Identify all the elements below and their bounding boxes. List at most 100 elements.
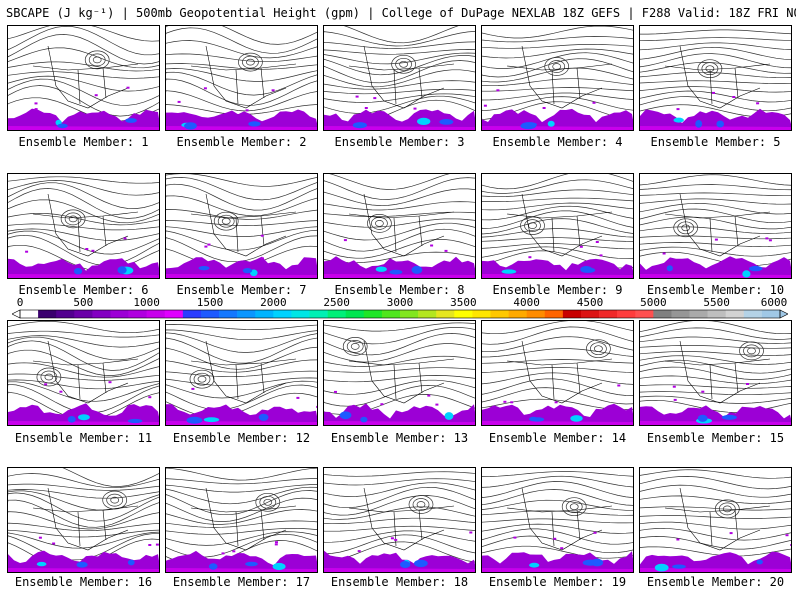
political-boundaries	[348, 45, 455, 109]
ensemble-map-panel	[481, 467, 634, 573]
colorbar-tick-label: 6000	[760, 296, 788, 309]
colorbar-swatch	[92, 310, 111, 318]
colorbar-swatch	[436, 310, 455, 318]
colorbar-swatch	[454, 310, 473, 318]
colorbar-swatch	[200, 310, 220, 318]
map-plot	[324, 26, 475, 130]
chart-title: SBCAPE (J kg⁻¹) | 500mb Geopotential Hei…	[6, 6, 796, 20]
colorbar-outline	[19, 309, 781, 319]
colorbar-swatch	[20, 310, 39, 318]
ensemble-member-label: Ensemble Member: 18	[330, 575, 469, 589]
map-plot	[166, 324, 317, 425]
height-contours	[482, 321, 633, 410]
colorbar-swatch	[725, 310, 745, 318]
colorbar-tick-label: 3500	[450, 296, 477, 309]
colorbar-swatch	[400, 310, 419, 318]
sbcape-shading	[640, 383, 791, 425]
political-boundaries	[348, 193, 455, 257]
ensemble-member-label: Ensemble Member: 8	[334, 283, 465, 297]
colorbar-swatch	[671, 310, 690, 318]
colorbar-tick-label: 4000	[513, 296, 540, 309]
height-contours	[324, 322, 475, 415]
political-boundaries	[664, 487, 771, 551]
sbcape-shading	[640, 237, 791, 278]
colorbar-tick-label: 2000	[260, 296, 287, 309]
map-plot	[324, 471, 475, 572]
height-contours	[166, 468, 317, 566]
ensemble-map-panel	[165, 173, 318, 279]
height-contours	[324, 174, 475, 264]
map-plot	[482, 26, 633, 130]
political-boundaries	[506, 45, 613, 109]
map-plot	[8, 321, 159, 425]
map-plot	[640, 174, 791, 278]
ensemble-map-panel	[7, 25, 160, 131]
colorbar-swatch	[255, 310, 274, 318]
ensemble-member-label: Ensemble Member: 5	[650, 135, 781, 149]
colorbar-swatch	[562, 310, 582, 318]
sbcape-shading	[482, 89, 633, 130]
political-boundaries	[664, 193, 771, 257]
colorbar-tick-label: 2500	[323, 296, 350, 309]
ensemble-member-label: Ensemble Member: 3	[334, 135, 465, 149]
map-plot	[166, 468, 317, 572]
sbcape-shading	[482, 241, 633, 278]
ensemble-member-label: Ensemble Member: 19	[488, 575, 627, 589]
ensemble-map-panel	[481, 25, 634, 131]
political-boundaries	[348, 340, 455, 404]
ensemble-map-panel	[165, 320, 318, 426]
sbcape-shading	[640, 91, 791, 130]
colorbar-swatch	[182, 310, 202, 318]
ensemble-member-label: Ensemble Member: 9	[492, 283, 623, 297]
map-plot	[8, 176, 159, 278]
height-contours	[8, 321, 159, 421]
map-plot	[640, 321, 791, 425]
ensemble-member-label: Ensemble Member: 4	[492, 135, 623, 149]
height-contours	[166, 26, 317, 115]
sbcape-shading	[324, 531, 475, 572]
ensemble-map-panel	[639, 467, 792, 573]
sbcape-shading	[166, 87, 317, 130]
sbcape-colorbar: 0 500 1000 1500 2000 2500 3000 3500 4000 4500 5000…	[12, 297, 788, 319]
height-contours	[640, 29, 791, 118]
political-boundaries	[506, 487, 613, 551]
colorbar-swatch	[273, 310, 292, 318]
ensemble-map-panel	[7, 467, 160, 573]
ensemble-map-panel	[639, 320, 792, 426]
ensemble-member-label: Ensemble Member: 10	[646, 283, 785, 297]
colorbar-swatch	[38, 310, 57, 318]
map-plot	[166, 174, 317, 278]
ensemble-member-label: Ensemble Member: 12	[172, 431, 311, 445]
ensemble-member-label: Ensemble Member: 14	[488, 431, 627, 445]
colorbar-swatch	[345, 310, 365, 318]
sbcape-shading	[8, 381, 159, 425]
height-contours	[166, 324, 317, 418]
colorbar-swatch	[490, 310, 509, 318]
map-plot	[482, 321, 633, 425]
colorbar-swatch	[164, 310, 184, 318]
sbcape-shading	[166, 541, 317, 572]
height-contours	[8, 176, 159, 272]
colorbar-tick-label: 500	[73, 296, 94, 309]
colorbar-swatch	[508, 310, 527, 318]
colorbar-swatch	[74, 310, 93, 318]
colorbar-swatch	[219, 310, 238, 318]
colorbar-tick-label: 3000	[386, 296, 414, 309]
height-contours	[324, 26, 475, 123]
ensemble-map-panel	[481, 320, 634, 426]
height-contours	[482, 174, 633, 269]
ensemble-member-label: Ensemble Member: 16	[14, 575, 153, 589]
colorbar-swatch	[309, 310, 328, 318]
colorbar-swatch	[544, 310, 564, 318]
ensemble-member-label: Ensemble Member: 15	[646, 431, 785, 445]
colorbar-swatch	[580, 310, 600, 318]
political-boundaries	[190, 340, 297, 404]
political-boundaries	[506, 340, 613, 404]
ensemble-member-label: Ensemble Member: 7	[176, 283, 307, 297]
height-contours	[482, 26, 633, 121]
map-plot	[482, 471, 633, 572]
colorbar-swatch	[635, 310, 654, 318]
map-plot	[166, 26, 317, 130]
ensemble-member-label: Ensemble Member: 6	[18, 283, 149, 297]
map-plot	[8, 468, 159, 572]
